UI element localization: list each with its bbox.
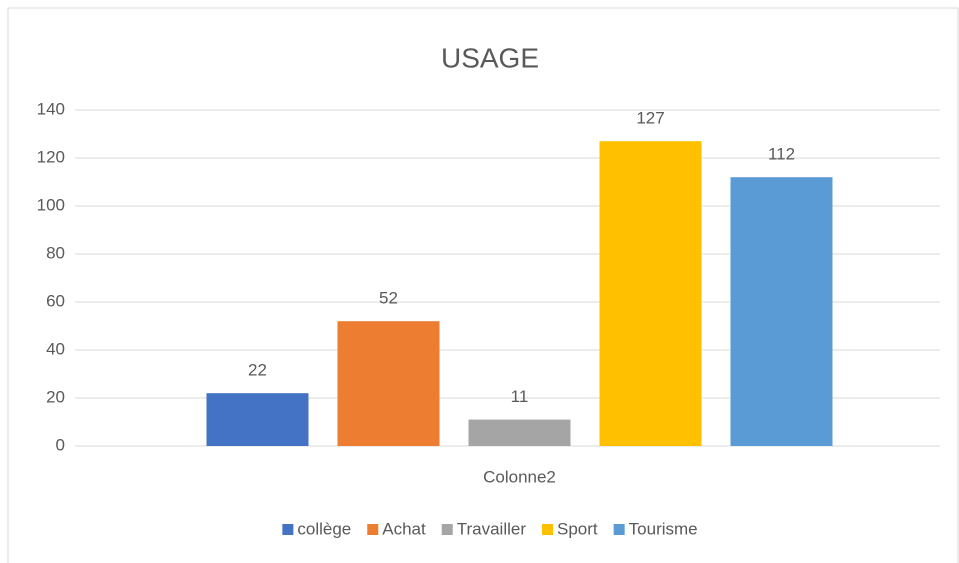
y-tick-label: 80 bbox=[46, 243, 65, 262]
data-label: 22 bbox=[248, 361, 267, 380]
legend-label: Achat bbox=[382, 519, 426, 538]
x-tick-label: Colonne2 bbox=[483, 467, 556, 486]
bar bbox=[468, 419, 571, 446]
legend-swatch bbox=[613, 524, 625, 535]
legend-swatch bbox=[282, 524, 294, 535]
y-tick-label: 60 bbox=[46, 291, 65, 310]
data-label: 11 bbox=[511, 387, 529, 406]
y-tick-label: 0 bbox=[56, 435, 65, 454]
data-label: 112 bbox=[768, 145, 795, 164]
bar bbox=[337, 321, 440, 446]
bar bbox=[730, 177, 833, 446]
data-label: 127 bbox=[636, 109, 664, 128]
legend-swatch bbox=[542, 524, 554, 535]
chart-title: USAGE bbox=[441, 42, 539, 73]
legend-label: Sport bbox=[557, 519, 598, 538]
y-tick-label: 100 bbox=[37, 195, 65, 214]
legend-label: Travailler bbox=[457, 519, 527, 538]
bar bbox=[206, 393, 309, 446]
legend-swatch bbox=[367, 524, 379, 535]
legend-label: Tourisme bbox=[629, 519, 698, 538]
y-tick-label: 140 bbox=[37, 99, 65, 118]
y-tick-label: 40 bbox=[46, 339, 65, 358]
y-tick-label: 20 bbox=[46, 387, 65, 406]
legend-swatch bbox=[441, 524, 453, 535]
data-label: 52 bbox=[379, 289, 398, 308]
bar bbox=[599, 141, 702, 446]
legend: collège Achat Travailler Sport Tourisme bbox=[282, 519, 698, 538]
y-tick-label: 120 bbox=[37, 147, 65, 166]
legend-label: collège bbox=[297, 519, 351, 538]
